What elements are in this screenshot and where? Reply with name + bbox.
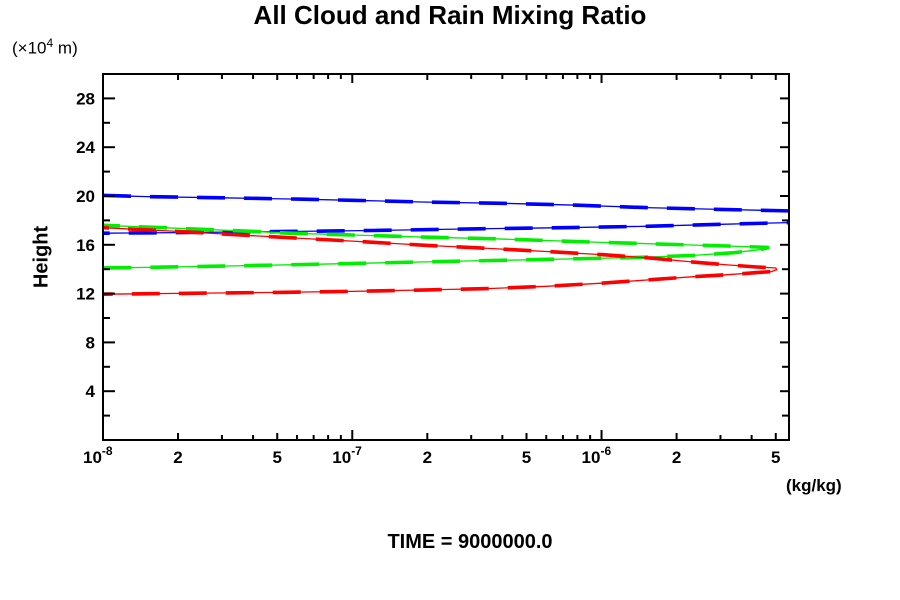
x-tick-label: 2 — [173, 448, 182, 467]
x-tick-label: 5 — [522, 448, 531, 467]
y-axis-unit: (×104 m) — [12, 36, 78, 59]
blue-profile — [104, 193, 788, 235]
time-annotation: TIME = 9000000.0 — [387, 531, 553, 553]
x-tick-label: 5 — [272, 448, 281, 467]
x-axis-unit: (kg/kg) — [786, 476, 842, 495]
y-tick-label: 24 — [76, 138, 95, 157]
y-tick-label: 16 — [76, 236, 95, 255]
x-tick-label: 2 — [423, 448, 432, 467]
red-profile-dashes — [104, 225, 780, 296]
x-tick-label: 10-8 — [83, 444, 113, 467]
x-tick-label: 5 — [771, 448, 780, 467]
y-tick-label: 12 — [76, 285, 95, 304]
y-tick-label: 8 — [86, 333, 95, 352]
red-profile — [104, 225, 780, 296]
x-tick-label: 10-6 — [582, 444, 612, 467]
y-axis-label: Height — [30, 225, 53, 289]
y-tick-label: 28 — [76, 89, 95, 108]
y-axis-unit-post: m) — [53, 38, 78, 58]
plot-frame — [102, 73, 790, 441]
blue-profile-line — [104, 194, 788, 234]
blue-profile-dashes — [104, 193, 788, 235]
green-profile-dashes — [104, 223, 770, 270]
y-tick-label: 20 — [76, 187, 95, 206]
x-tick-label: 10-7 — [332, 444, 362, 467]
x-tick-label: 2 — [672, 448, 681, 467]
y-tick-label: 4 — [86, 382, 96, 401]
green-profile — [104, 223, 770, 270]
y-axis-unit-exponent: 4 — [46, 36, 54, 50]
y-axis-unit-pre: (×10 — [12, 38, 47, 58]
chart-title: All Cloud and Rain Mixing Ratio — [253, 0, 647, 30]
